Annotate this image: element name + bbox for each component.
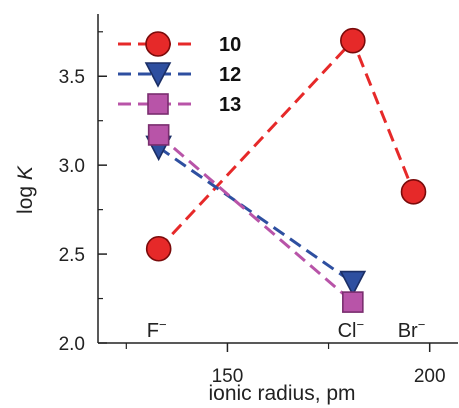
x-tick-label: 150 bbox=[212, 366, 244, 387]
legend-label-10: 10 bbox=[219, 34, 241, 56]
series-line-13 bbox=[157, 133, 354, 304]
data-point-13 bbox=[342, 291, 364, 313]
axes: 2.0 2.5 3.0 3.5 150 200 bbox=[59, 14, 458, 387]
data-point-10 bbox=[145, 235, 172, 262]
series-lines bbox=[157, 37, 415, 304]
data-point-10 bbox=[400, 179, 427, 205]
data-point-10 bbox=[340, 27, 366, 54]
series-line-12 bbox=[157, 146, 354, 284]
ion-label: Cl− bbox=[338, 317, 364, 342]
ion-label: F− bbox=[147, 317, 167, 342]
legend: 10 12 13 bbox=[118, 31, 241, 116]
y-tick-label: 3.0 bbox=[59, 156, 85, 177]
y-axis-title-var: K bbox=[14, 165, 37, 180]
data-markers bbox=[145, 27, 427, 313]
x-tick-label: 200 bbox=[414, 366, 446, 387]
y-axis-title: log K bbox=[14, 165, 37, 214]
legend-label-12: 12 bbox=[219, 64, 241, 86]
y-tick-label: 2.5 bbox=[59, 245, 85, 266]
legend-marker-12 bbox=[144, 62, 172, 88]
y-tick-label: 3.5 bbox=[59, 67, 85, 88]
legend-marker-13 bbox=[147, 93, 169, 115]
ion-label: Br− bbox=[398, 317, 426, 342]
data-point-13 bbox=[147, 124, 170, 146]
legend-label-13: 13 bbox=[219, 94, 241, 116]
series-line-10 bbox=[157, 37, 415, 250]
y-axis-title-prefix: log bbox=[14, 186, 37, 214]
legend-marker-10 bbox=[145, 31, 171, 57]
data-point-12 bbox=[339, 270, 367, 297]
y-tick-label: 2.0 bbox=[59, 334, 85, 355]
x-axis-title: ionic radius, pm bbox=[208, 382, 355, 405]
ion-annotations: F− Cl− Br− bbox=[147, 317, 426, 342]
